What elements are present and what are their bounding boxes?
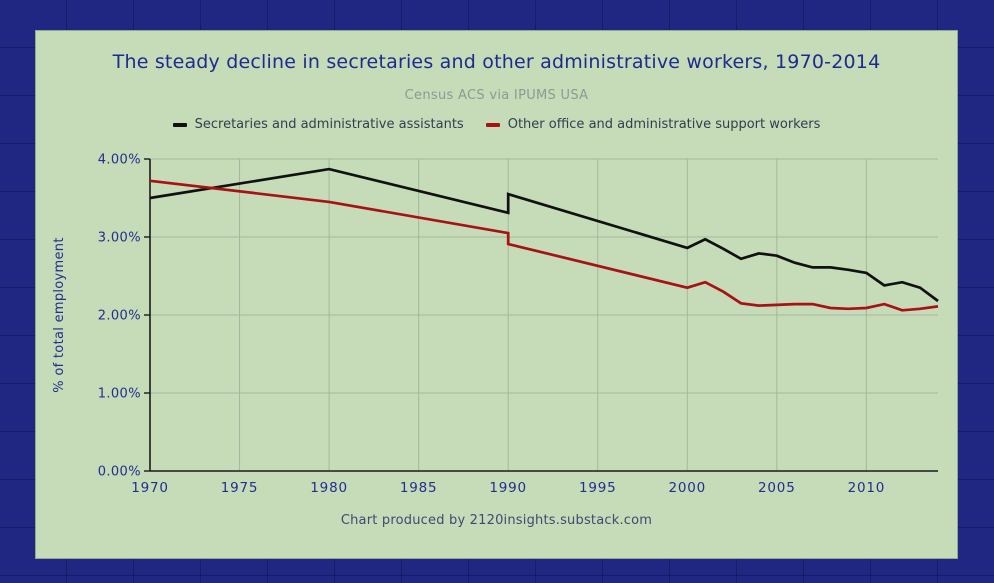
x-tick-label: 1980	[310, 480, 348, 496]
chart-credit: Chart produced by 2120insights.substack.…	[340, 513, 653, 528]
legend-item-other-office: Other office and administrative support …	[485, 117, 821, 132]
y-tick-label: 0.00%	[98, 465, 141, 480]
chart-panel: 0.00% 1.00% 2.00% 3.00% 4.00% 1970 1975 1980 198…	[35, 30, 958, 559]
legend-label-secretaries: Secretaries and administrative assistant…	[194, 117, 464, 132]
legend-label-other-office: Other office and administrative support …	[507, 117, 821, 132]
x-tick-label: 2000	[668, 480, 706, 496]
y-tick-label: 2.00%	[98, 309, 141, 324]
series-line-1	[149, 179, 939, 312]
chart-title: The steady decline in secretaries and ot…	[112, 51, 881, 73]
y-tick-label: 4.00%	[98, 153, 141, 168]
legend-marker-secretaries-icon	[172, 122, 187, 127]
y-tick-label: 1.00%	[98, 387, 141, 402]
x-tick-label: 2010	[848, 480, 886, 496]
legend-item-secretaries: Secretaries and administrative assistant…	[172, 117, 464, 132]
x-tick-label: 1985	[400, 480, 438, 496]
y-tick-label: 3.00%	[98, 231, 141, 246]
y-axis-title: % of total employment	[52, 237, 67, 392]
x-tick-label: 1995	[579, 480, 617, 496]
x-tick-label: 1975	[221, 480, 259, 496]
x-tick-label: 2005	[758, 480, 796, 496]
chart-subtitle: Census ACS via IPUMS USA	[404, 88, 589, 103]
legend-marker-other-office-icon	[485, 122, 500, 127]
x-tick-label: 1970	[131, 480, 169, 496]
x-tick-label: 1990	[489, 480, 527, 496]
series-line-0	[149, 167, 939, 303]
chart-legend: Secretaries and administrative assistant…	[36, 117, 957, 132]
line-chart: 0.00% 1.00% 2.00% 3.00% 4.00% 1970 1975 1980 198…	[52, 153, 939, 496]
